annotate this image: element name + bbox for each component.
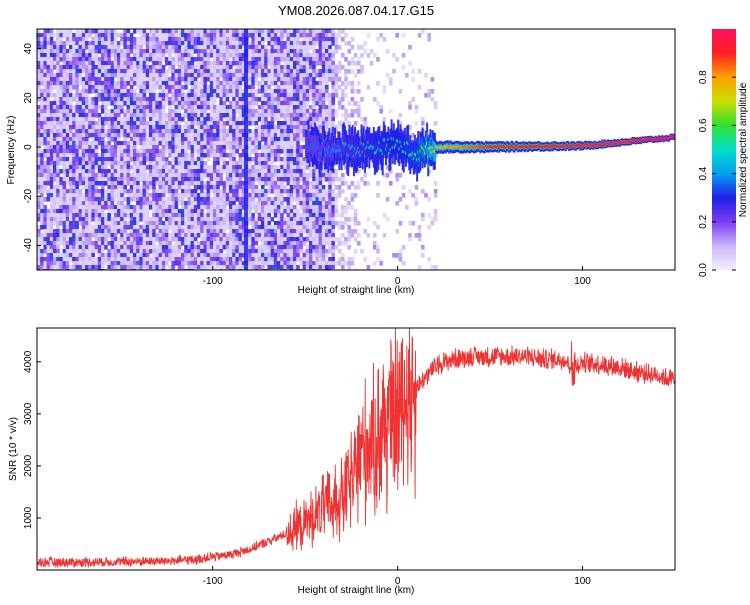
colorbar-tick-label: 0.8 <box>698 70 709 84</box>
colorbar-tick-label: 0.4 <box>698 166 709 180</box>
spectrogram-x-tick-label: -100 <box>203 276 223 287</box>
spectrogram-y-label: Frequency (Hz) <box>6 116 17 185</box>
snr-y-tick-label: 4000 <box>23 350 34 373</box>
colorbar-tick-label: 0.0 <box>698 263 709 277</box>
snr-y-tick-label: 2000 <box>23 454 34 477</box>
spectrogram-x-tick-label: 100 <box>574 276 591 287</box>
snr-x-tick-label: 100 <box>574 576 591 587</box>
spectrogram-x-label: Height of straight line (km) <box>298 285 415 296</box>
colorbar-tick-label: 0.6 <box>698 118 709 132</box>
spectrogram-y-tick-label: -40 <box>23 238 34 253</box>
figure-title: YM08.2026.087.04.17.G15 <box>278 3 434 18</box>
snr-x-tick-label: -100 <box>203 576 223 587</box>
snr-y-tick-label: 1000 <box>23 506 34 529</box>
spectrogram-y-tick-label: 40 <box>23 43 34 55</box>
snr-y-label: SNR (10 * v/v) <box>8 417 19 481</box>
snr-y-tick-label: 3000 <box>23 402 34 425</box>
colorbar-tick-label: 0.2 <box>698 214 709 228</box>
colorbar: 0.0 0.2 0.4 0.6 0.8 Normalized spectral ampl… <box>698 29 749 277</box>
colorbar-label: Normalized spectral amplitude <box>738 82 749 217</box>
spectrogram-y-tick-label: -20 <box>23 189 34 204</box>
spectrogram-y-tick-label: 0 <box>23 144 34 150</box>
spectrogram-y-tick-label: 20 <box>23 92 34 104</box>
snr-x-label: Height of straight line (km) <box>298 585 415 596</box>
colorbar-gradient <box>712 29 736 270</box>
